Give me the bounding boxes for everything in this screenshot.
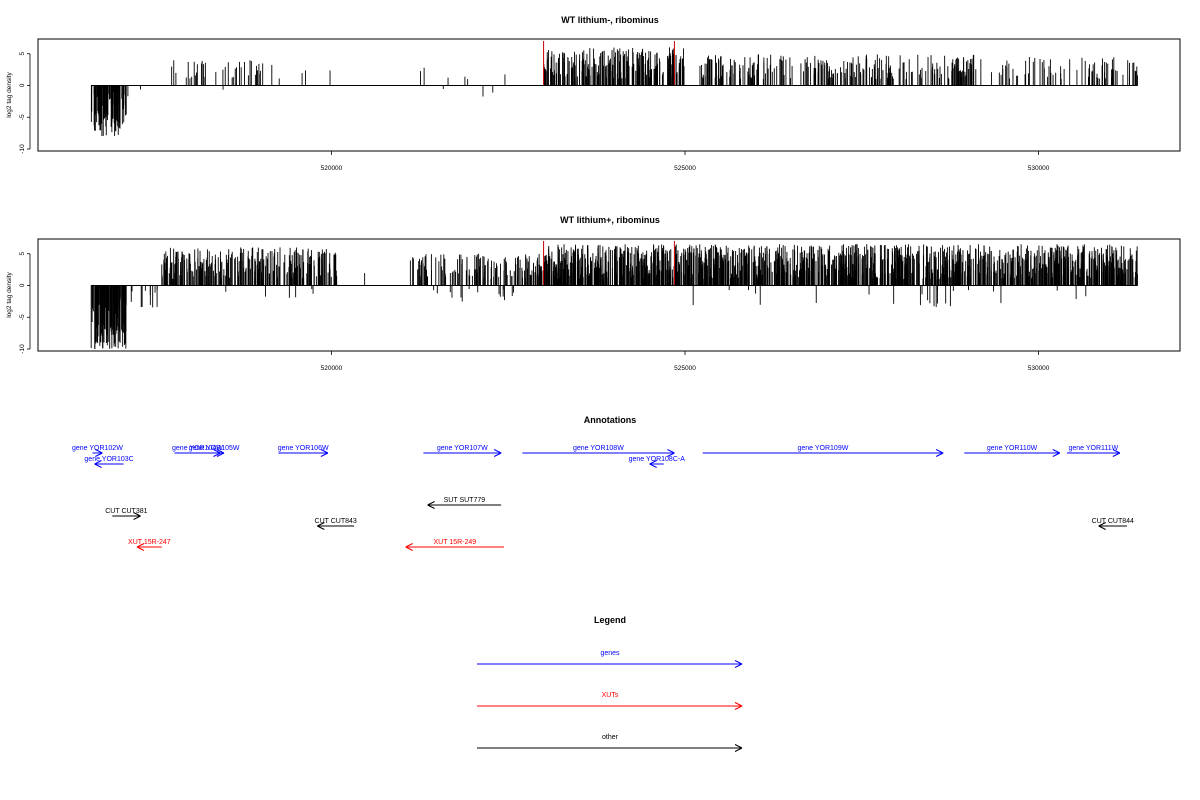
feature-label: gene YOR106W (278, 445, 329, 452)
panel-title: WT lithium+, ribominus (560, 215, 660, 225)
feature-arrow (702, 449, 944, 457)
legend-label: XUTs (602, 692, 619, 699)
feature-arrow (649, 460, 664, 468)
feature-arrow (204, 449, 225, 457)
y-tick-label: 0 (19, 283, 26, 287)
other-feature: CUT CUT843 (315, 518, 357, 530)
feature-arrow (522, 449, 675, 457)
y-tick-label: -10 (19, 344, 26, 354)
legend-label: genes (600, 650, 620, 657)
feature-label: CUT CUT844 (1092, 518, 1134, 525)
feature-arrow (278, 449, 329, 457)
gene-feature: gene YOR110W (964, 445, 1061, 457)
y-axis-label: log2 tag density (6, 271, 13, 317)
feature-label: gene YOR102W (72, 445, 123, 452)
x-axis: 520000 525000 530000 (321, 151, 1050, 172)
y-tick-label: -5 (19, 114, 26, 120)
feature-label: XUT 15R-249 (434, 539, 477, 546)
feature-label: gene YOR110W (987, 445, 1038, 452)
feature-label: gene YOR108W (573, 445, 624, 452)
legend-label: other (602, 734, 619, 741)
plot-frame (37, 38, 1181, 152)
x-tick-label: 520000 (321, 165, 343, 172)
feature-arrow (136, 543, 162, 551)
feature-label: gene YOR111W (1068, 445, 1118, 452)
y-tick-label: 0 (19, 83, 26, 87)
legend-entry-gene: genes (477, 650, 743, 668)
x-tick-label: 530000 (1028, 165, 1050, 172)
x-tick-label: 520000 (321, 365, 343, 372)
gene-feature: gene YOR111W (1066, 445, 1121, 457)
legend-title: Legend (594, 615, 626, 625)
gene-feature: gene YOR107W (423, 445, 502, 457)
feature-label: CUT CUT843 (315, 518, 357, 525)
xut-feature: XUT 15R-247 (128, 539, 171, 551)
other-feature: CUT CUT844 (1092, 518, 1134, 530)
legend-entry-xut: XUTs (477, 692, 743, 710)
feature-arrow (112, 512, 141, 520)
feature-arrow (1098, 522, 1127, 530)
annotations-title: Annotations (584, 415, 637, 425)
position-markers (543, 41, 675, 86)
feature-label: gene YOR108C-A (629, 456, 686, 463)
plot-frame (37, 238, 1181, 352)
x-tick-label: 525000 (674, 165, 696, 172)
feature-arrow (477, 660, 743, 668)
feature-label: gene YOR107W (437, 445, 488, 452)
feature-label: XUT 15R-247 (128, 539, 171, 546)
y-axis: -10 -5 0 5 (19, 52, 31, 154)
panel-title: WT lithium-, ribominus (561, 15, 659, 25)
feature-arrow (405, 543, 504, 551)
y-tick-label: -10 (19, 144, 26, 154)
feature-arrow (427, 501, 502, 509)
gene-feature: gene YOR109W (702, 445, 944, 457)
feature-label: gene YOR109W (797, 445, 848, 452)
track-panel-lithium-plus: WT lithium+, ribominus log2 tag density … (6, 215, 1181, 372)
track-panel-lithium-minus: WT lithium-, ribominus log2 tag density … (6, 15, 1181, 172)
feature-arrow (477, 702, 743, 710)
position-markers (543, 241, 675, 286)
feature-label: CUT CUT381 (105, 508, 147, 515)
y-tick-label: -5 (19, 314, 26, 320)
feature-label: gene YOR103C (84, 456, 133, 463)
feature-arrow (94, 460, 124, 468)
y-tick-label: 5 (19, 252, 26, 256)
feature-arrow (423, 449, 502, 457)
feature-arrow (477, 744, 743, 752)
legend-entry-other: other (477, 734, 743, 752)
x-axis: 520000 525000 530000 (321, 351, 1050, 372)
x-tick-label: 525000 (674, 365, 696, 372)
gene-feature: gene YOR108C-A (629, 456, 686, 468)
y-tick-label: 5 (19, 52, 26, 56)
feature-arrow (964, 449, 1061, 457)
legend-panel: Legend genes XUTs other (477, 615, 743, 752)
feature-arrow (317, 522, 355, 530)
gene-feature: gene YOR106W (278, 445, 329, 457)
xut-feature: XUT 15R-249 (405, 539, 504, 551)
y-axis-label: log2 tag density (6, 71, 13, 117)
x-tick-label: 530000 (1028, 365, 1050, 372)
other-feature: CUT CUT381 (105, 508, 148, 520)
feature-label: gene YOR105W (189, 445, 240, 452)
gene-feature: gene YOR102W (72, 445, 123, 457)
legend-entries: genes XUTs other (477, 650, 743, 752)
density-bars (90, 244, 1138, 349)
feature-arrow (1066, 449, 1121, 457)
feature-label: SUT SUT779 (444, 497, 486, 504)
gene-feature: gene YOR105W (189, 445, 240, 457)
annotations-panel: Annotations gene YOR102W gene YOR103C gene… (72, 415, 1134, 551)
feature-arrow (92, 449, 103, 457)
other-feature: SUT SUT779 (427, 497, 502, 509)
feature-label: gene YOR104W (172, 445, 223, 452)
y-axis: -10 -5 0 5 (19, 252, 31, 354)
gene-feature: gene YOR108W (522, 445, 675, 457)
density-bars (90, 47, 1138, 137)
gene-feature: gene YOR103C (84, 456, 134, 468)
